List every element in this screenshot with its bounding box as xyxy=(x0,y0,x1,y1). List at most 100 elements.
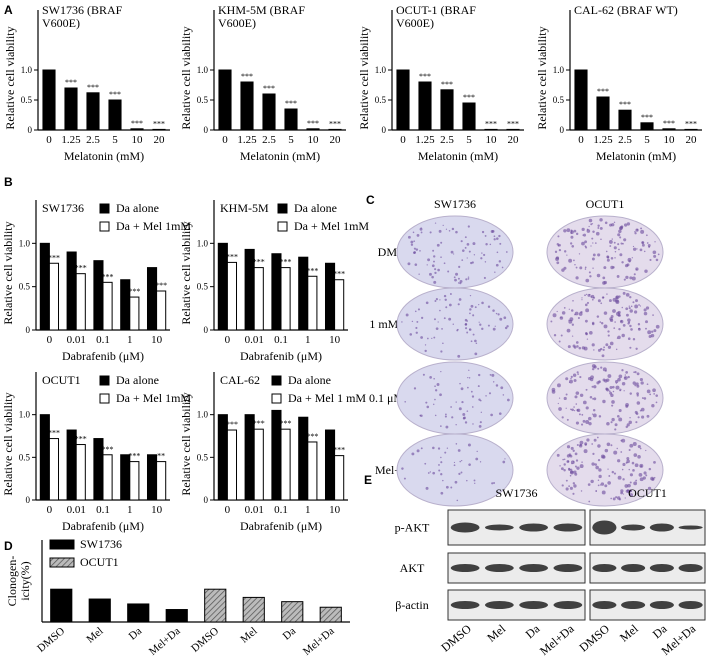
colony xyxy=(652,388,656,393)
colony xyxy=(592,267,594,269)
colony xyxy=(582,400,587,405)
colony xyxy=(415,326,418,330)
colony xyxy=(572,449,575,452)
colony xyxy=(418,273,420,275)
colony xyxy=(411,320,414,323)
colony xyxy=(575,403,578,405)
colony xyxy=(655,258,659,262)
colony xyxy=(490,229,494,233)
colony xyxy=(579,393,584,398)
colony xyxy=(617,475,622,480)
colony xyxy=(440,350,443,353)
colony xyxy=(586,301,590,305)
colony xyxy=(566,228,571,233)
colony xyxy=(468,250,471,253)
x-tick-label: 10 xyxy=(308,134,320,146)
colony xyxy=(471,406,474,408)
colony xyxy=(475,457,479,461)
colony xyxy=(631,257,633,259)
x-axis-label: Dabrafenib (μM) xyxy=(62,519,144,533)
colony xyxy=(439,393,442,397)
colony xyxy=(431,337,433,339)
colony xyxy=(505,251,508,253)
colony xyxy=(477,373,481,377)
bar xyxy=(596,96,610,131)
plate xyxy=(546,433,664,507)
colony xyxy=(493,482,496,484)
colony xyxy=(602,276,606,280)
colony xyxy=(472,242,476,246)
colony xyxy=(612,266,615,269)
colony xyxy=(590,245,592,247)
colony xyxy=(584,319,588,323)
colony xyxy=(591,367,595,371)
colony xyxy=(590,479,594,484)
colony xyxy=(575,391,580,395)
colony xyxy=(466,331,469,334)
colony xyxy=(571,462,573,465)
colony xyxy=(586,338,589,340)
colony xyxy=(601,354,605,358)
colony xyxy=(494,271,496,273)
colony xyxy=(440,491,444,495)
colony xyxy=(619,236,622,239)
colony xyxy=(563,396,567,401)
colony xyxy=(626,263,630,267)
colony xyxy=(431,264,435,268)
colony xyxy=(466,479,468,482)
x-tick-label: 1.25 xyxy=(415,134,435,146)
colony xyxy=(579,266,583,270)
x-tick-label: 1 xyxy=(127,334,133,346)
x-tick-label: 1 xyxy=(127,504,133,516)
colony xyxy=(592,397,594,400)
significance-label: *** xyxy=(155,281,167,290)
colony xyxy=(612,390,615,393)
colony xyxy=(606,422,610,426)
significance-label: *** xyxy=(685,119,697,128)
colony xyxy=(614,251,617,253)
colony xyxy=(433,280,437,284)
colony xyxy=(625,425,629,429)
colony xyxy=(630,328,633,331)
colony xyxy=(626,456,630,460)
significance-label: *** xyxy=(263,84,275,93)
colony xyxy=(582,419,586,423)
colony xyxy=(613,327,616,329)
band xyxy=(649,601,674,609)
lane-label: DMSO xyxy=(576,621,612,654)
colony xyxy=(607,468,609,470)
colony xyxy=(633,453,638,457)
significance-label: *** xyxy=(109,90,121,99)
colony xyxy=(597,458,601,462)
band xyxy=(621,524,646,531)
colony xyxy=(576,345,579,348)
colony xyxy=(640,407,645,412)
colony xyxy=(569,379,573,384)
colony xyxy=(591,462,595,466)
x-tick-label: 1.25 xyxy=(593,134,613,146)
x-tick-label: 10 xyxy=(132,134,144,146)
colony xyxy=(443,262,446,265)
colony xyxy=(404,400,407,403)
colony xyxy=(455,272,459,276)
bar xyxy=(284,108,298,131)
colony xyxy=(593,385,597,389)
colony xyxy=(615,382,617,384)
colony xyxy=(634,463,639,468)
x-tick-label: Mel+Da xyxy=(301,625,337,658)
colony xyxy=(455,401,457,403)
colony xyxy=(572,373,577,377)
colony xyxy=(615,295,620,300)
colony xyxy=(598,380,601,384)
band xyxy=(450,564,480,572)
colony xyxy=(458,265,461,268)
colony xyxy=(581,461,583,463)
band xyxy=(621,601,646,609)
colony xyxy=(491,482,494,485)
band xyxy=(678,525,703,530)
bar xyxy=(324,429,336,501)
colony xyxy=(581,297,583,299)
colony xyxy=(445,485,449,489)
x-tick-label: 0 xyxy=(222,134,228,146)
significance-label: *** xyxy=(75,264,87,273)
